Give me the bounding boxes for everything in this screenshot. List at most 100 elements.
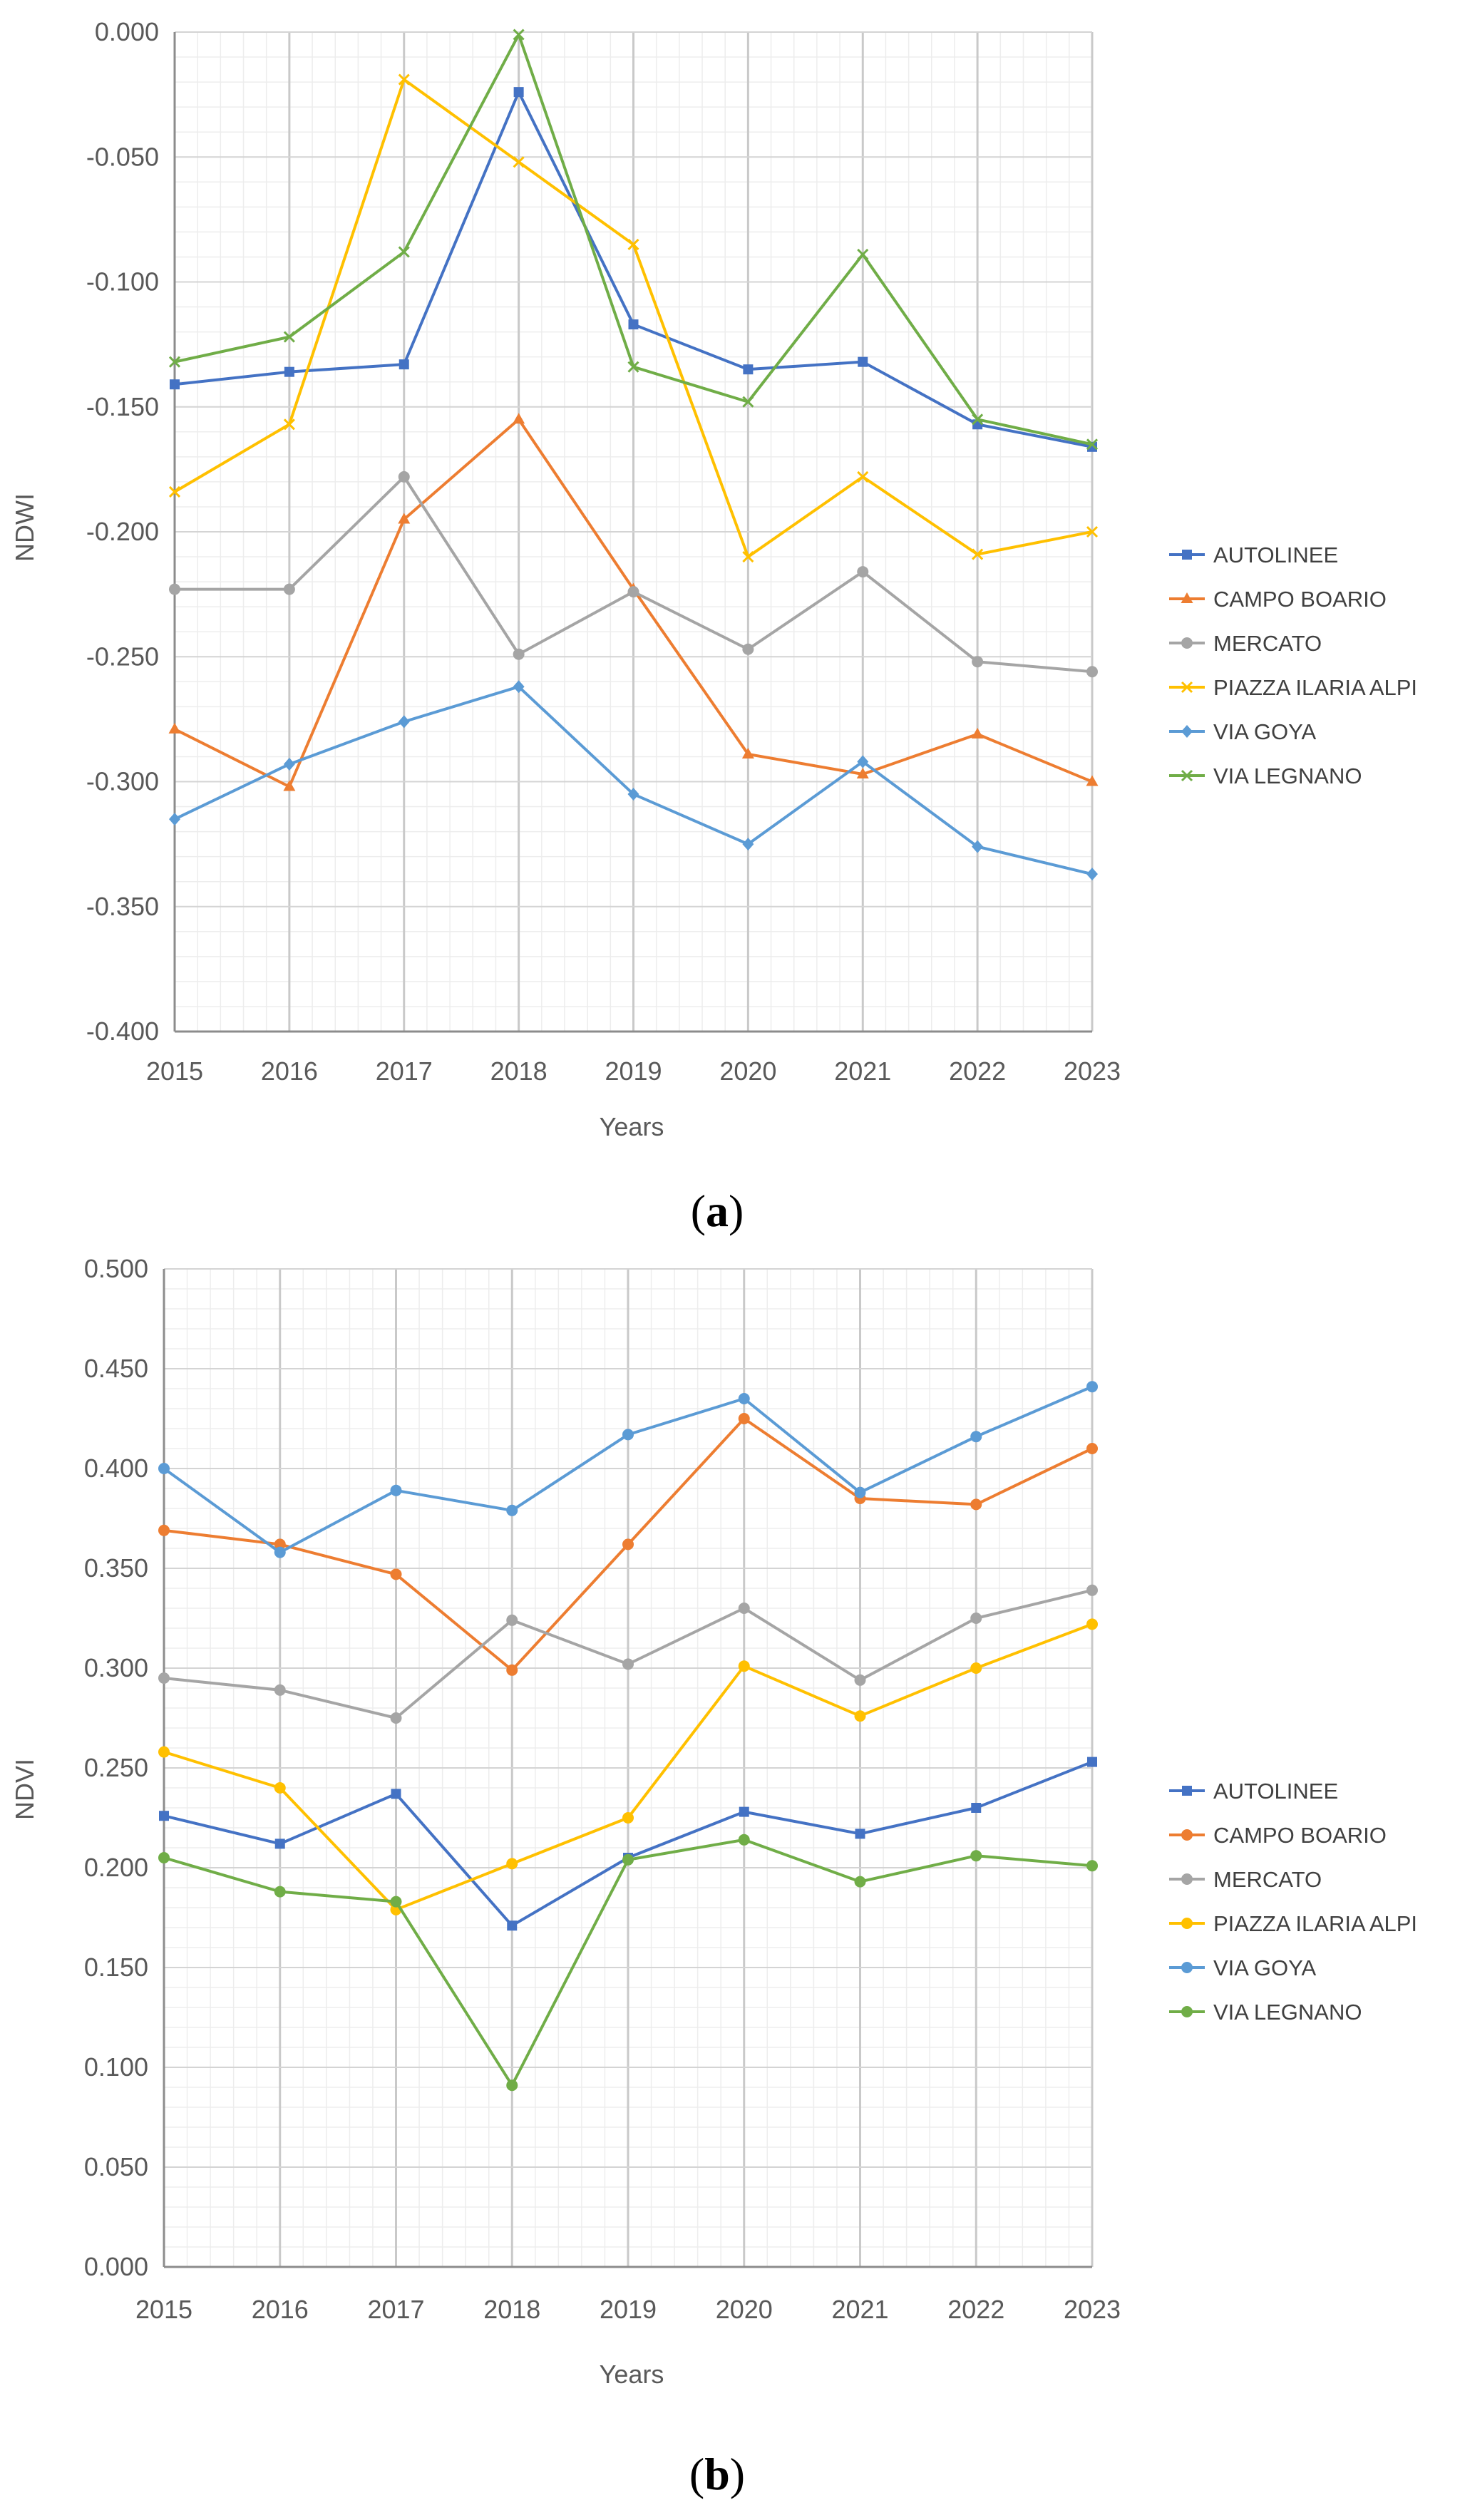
y-tick-label-b: 0.050 [84, 2152, 148, 2181]
x-tick-label-b: 2023 [1064, 2295, 1121, 2324]
data-point-autolinee-b [1087, 1757, 1097, 1767]
legend-marker-mercato-b [1181, 1873, 1193, 1885]
legend-a: AUTOLINEE CAMPO BOARIO MERCATO PIAZZA ILARI… [1169, 542, 1417, 788]
chart-panel-b: 0.000 0.050 0.100 0.150 0.200 0.250 0.300 0.350… [10, 1254, 1417, 2499]
data-point-via-legnano-b [274, 1886, 286, 1898]
data-point-campo-boario-b [158, 1524, 170, 1536]
data-point-via-goya-a [398, 715, 410, 729]
data-point-via-goya-a [283, 757, 295, 771]
legend-marker-campo-boario-a [1181, 592, 1193, 603]
x-tick-label-b: 2021 [831, 2295, 888, 2324]
data-point-mercato-a [627, 586, 639, 598]
data-point-via-legnano-a [513, 29, 525, 41]
x-tick-label-a: 2017 [376, 1056, 433, 1086]
data-point-via-goya-a [742, 838, 754, 851]
data-point-via-goya-b [970, 1431, 982, 1443]
y-tick-label-a: 0.000 [95, 17, 159, 46]
data-point-piazza-ilaria-alpi-a [627, 238, 639, 250]
data-point-mercato-b [274, 1684, 286, 1696]
data-point-via-legnano-b [738, 1834, 750, 1846]
y-tick-label-a: -0.150 [86, 392, 159, 421]
grid-b [163, 1268, 1094, 2268]
y-tick-label-b: 0.350 [84, 1553, 148, 1583]
data-point-via-legnano-a [283, 331, 295, 343]
tick-labels-b: 0.000 0.050 0.100 0.150 0.200 0.250 0.300 0.350… [84, 1254, 1121, 2324]
legend-marker-piazza-ilaria-alpi-b [1181, 1918, 1193, 1929]
data-point-autolinee-b [274, 1838, 285, 1849]
data-point-autolinee-b [159, 1811, 169, 1821]
legend-marker-via-goya-b [1181, 1962, 1193, 1973]
panel-label-b-close: ) [730, 2449, 745, 2499]
legend-label-via-legnano-b: VIA LEGNANO [1213, 2000, 1362, 2025]
data-point-mercato-a [972, 656, 984, 668]
data-point-piazza-ilaria-alpi-a [742, 550, 754, 563]
data-point-piazza-ilaria-alpi-b [622, 1812, 634, 1824]
y-tick-label-a: -0.400 [86, 1017, 159, 1046]
data-point-mercato-a [742, 643, 754, 655]
legend-marker-via-goya-a [1181, 725, 1193, 738]
y-tick-label-a: -0.100 [86, 267, 159, 297]
x-tick-label-b: 2016 [252, 2295, 309, 2324]
x-tick-label-b: 2017 [367, 2295, 424, 2324]
y-tick-label-b: 0.450 [84, 1354, 148, 1383]
data-point-piazza-ilaria-alpi-a [168, 485, 181, 498]
data-point-via-legnano-b [506, 2079, 518, 2092]
x-tick-label-b: 2018 [483, 2295, 540, 2324]
panel-label-b-letter: b [704, 2449, 730, 2499]
x-tick-label-a: 2018 [490, 1056, 548, 1086]
y-axis-title-a: NDWI [10, 493, 39, 562]
data-point-via-goya-b [622, 1429, 634, 1441]
data-point-via-legnano-a [1086, 438, 1099, 451]
data-point-piazza-ilaria-alpi-a [283, 418, 295, 431]
x-tick-label-a: 2020 [719, 1056, 776, 1086]
data-point-autolinee-a [284, 366, 294, 377]
y-tick-label-b: 0.200 [84, 1853, 148, 1882]
data-point-piazza-ilaria-alpi-a [513, 156, 525, 168]
y-tick-label-a: -0.350 [86, 892, 159, 921]
data-point-mercato-b [158, 1672, 170, 1684]
data-point-mercato-a [513, 648, 525, 660]
data-point-mercato-a [1086, 666, 1098, 678]
data-point-autolinee-b [507, 1920, 518, 1931]
data-point-autolinee-a [170, 379, 180, 390]
data-point-via-goya-a [513, 680, 525, 694]
data-point-mercato-a [169, 583, 180, 595]
data-point-campo-boario-a [1086, 775, 1099, 786]
legend-label-mercato-b: MERCATO [1213, 1867, 1322, 1892]
data-point-via-legnano-a [857, 248, 869, 261]
grid-a [173, 31, 1094, 1032]
data-point-via-goya-a [627, 788, 639, 801]
data-point-campo-boario-a [168, 722, 181, 734]
y-tick-label-b: 0.100 [84, 2052, 148, 2082]
x-tick-label-a: 2016 [261, 1056, 318, 1086]
data-point-campo-boario-a [741, 747, 754, 758]
data-point-via-goya-a [972, 840, 984, 853]
legend-label-piazza-ilaria-alpi-a: PIAZZA ILARIA ALPI [1213, 675, 1417, 700]
data-point-via-legnano-a [972, 413, 984, 426]
legend-marker-via-legnano-b [1181, 2006, 1193, 2017]
data-point-autolinee-a [399, 359, 409, 370]
data-point-via-legnano-b [622, 1853, 634, 1866]
panel-label-b: (b) [689, 2449, 745, 2499]
data-point-piazza-ilaria-alpi-a [972, 548, 984, 560]
x-tick-label-a: 2021 [834, 1056, 891, 1086]
data-point-via-goya-b [158, 1463, 170, 1474]
legend-label-via-legnano-a: VIA LEGNANO [1213, 763, 1362, 788]
legend-marker-piazza-ilaria-alpi-a [1181, 681, 1193, 694]
data-point-piazza-ilaria-alpi-a [398, 73, 410, 86]
data-point-via-legnano-b [390, 1896, 402, 1908]
panel-label-a-letter: a [706, 1186, 729, 1236]
axes-b [163, 1269, 1092, 2268]
data-point-via-goya-b [390, 1484, 402, 1496]
y-tick-label-b: 0.000 [84, 2252, 148, 2281]
x-axis-title-b: Years [600, 2360, 664, 2389]
data-point-mercato-b [970, 1613, 982, 1624]
x-axis-title-a: Years [600, 1112, 664, 1141]
legend-marker-mercato-a [1181, 637, 1193, 649]
data-point-via-goya-a [169, 813, 180, 826]
legend-label-autolinee-a: AUTOLINEE [1213, 542, 1338, 567]
data-point-via-legnano-a [627, 361, 639, 373]
data-point-campo-boario-b [738, 1413, 750, 1424]
legend-label-campo-boario-a: CAMPO BOARIO [1213, 587, 1387, 612]
